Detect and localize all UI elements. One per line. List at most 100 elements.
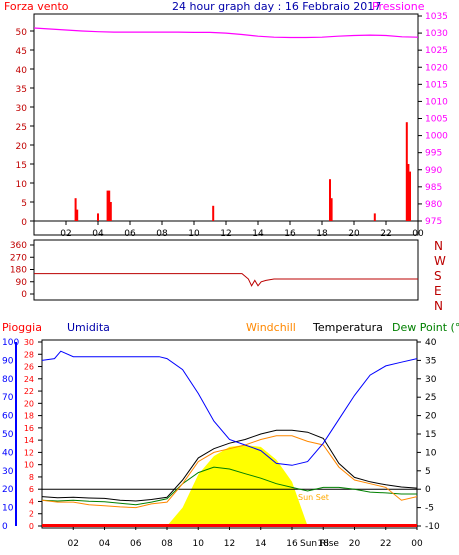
time-tick-label: 12	[224, 539, 235, 549]
time-tick-label: 20	[348, 229, 360, 239]
time-tick-label: 04	[99, 539, 111, 549]
wind-axis-label: Forza vento	[4, 0, 69, 13]
rain-tick-label: 10	[24, 461, 34, 470]
windchill-line	[41, 435, 418, 509]
wind-bar	[74, 198, 77, 221]
temperature-tick-label: 0	[425, 485, 431, 495]
rain-tick-label: 30	[24, 338, 34, 347]
time-tick-label: 08	[161, 539, 173, 549]
wind-bar	[329, 179, 331, 221]
pressure-tick-label: 975	[425, 217, 442, 227]
rain-tick-label: 4	[29, 497, 34, 506]
pressure-line	[33, 27, 419, 39]
temperature-tick-label: 5	[425, 467, 431, 477]
pressure-tick-label: 980	[425, 200, 442, 210]
wind-tick-label: 25	[16, 123, 27, 133]
time-tick-label: 22	[380, 229, 391, 239]
sun-set-label: Sun Set	[298, 493, 329, 502]
time-tick-label: 06	[124, 229, 136, 239]
direction-tick-label: 0	[21, 290, 27, 300]
compass-letter: N	[434, 239, 443, 253]
time-tick-label: 16	[286, 539, 298, 549]
rain-tick-label: 28	[24, 350, 34, 359]
top-panel: Forza vento 24 hour graph day : 16 Febbr…	[4, 0, 448, 239]
pressure-tick-label: 1035	[425, 12, 448, 22]
bottom-time-ticks: 02 04 06 08 10 12 14 16 18 20 22 00	[68, 526, 423, 549]
wind-bar	[409, 171, 411, 221]
compass-letter: N	[434, 299, 443, 313]
time-tick-label: 14	[255, 539, 267, 549]
compass-letter: W	[434, 254, 446, 268]
rain-tick-label: 16	[24, 424, 34, 433]
rain-tick-label: 22	[24, 387, 34, 396]
sun-area	[167, 445, 308, 526]
time-tick-label: 06	[130, 539, 142, 549]
wind-bar	[330, 198, 333, 221]
time-tick-label: 02	[68, 539, 79, 549]
time-tick-label: 10	[188, 229, 200, 239]
time-tick-label: 02	[60, 229, 71, 239]
direction-tick-label: 360	[10, 241, 27, 251]
humidity-axis-label: Umidita	[67, 321, 110, 334]
humidity-tick-label: 30	[2, 467, 14, 477]
time-tick-label: 18	[318, 539, 330, 549]
pressure-ticks: 975 980 985 990 995 1000 1005 1010 1015 1020 1025 1…	[418, 12, 448, 227]
humidity-tick-label: 20	[2, 485, 14, 495]
windchill-label: Windchill	[246, 321, 296, 334]
wind-bar	[405, 122, 408, 221]
sun-rise-label: Sun Rise	[300, 539, 339, 549]
time-tick-label: 14	[252, 229, 264, 239]
chart-title: 24 hour graph day : 16 Febbraio 2017	[172, 0, 381, 13]
pressure-tick-label: 990	[425, 166, 442, 176]
direction-tick-label: 90	[16, 278, 28, 288]
pressure-axis-label: Pressione	[372, 0, 425, 13]
wind-ticks: 0 5 10 15 20 25 30 35 40 45 50	[16, 28, 34, 228]
humidity-tick-label: 50	[2, 430, 14, 440]
temperature-tick-label: 35	[425, 356, 436, 366]
humidity-tick-label: 70	[2, 393, 14, 403]
humidity-line	[41, 350, 418, 466]
rain-tick-label: 24	[24, 375, 34, 384]
wind-tick-label: 35	[16, 85, 27, 95]
pressure-tick-label: 1010	[425, 97, 448, 107]
wind-tick-label: 5	[21, 199, 27, 209]
temperature-tick-label: 20	[425, 412, 437, 422]
wind-bar	[407, 164, 410, 221]
dewpoint-line	[41, 466, 417, 506]
wind-tick-label: 15	[16, 161, 27, 171]
rain-tick-label: 14	[24, 436, 34, 445]
compass-letter: S	[434, 269, 442, 283]
wind-tick-label: 0	[21, 218, 27, 228]
direction-ticks: 0 90 180 270 360	[10, 241, 34, 300]
time-tick-label: 08	[156, 229, 168, 239]
pressure-tick-label: 1000	[425, 132, 448, 142]
temperature-tick-label: 40	[425, 338, 437, 348]
rain-tick-label: 0	[29, 522, 34, 531]
bottom-panel: Pioggia Umidita Windchill Temperatura De…	[2, 321, 459, 549]
rain-tick-label: 8	[29, 473, 34, 482]
pressure-tick-label: 1025	[425, 46, 448, 56]
temperature-ticks: -10 -5 0 5 10 15 20 25 30 35 40	[417, 338, 440, 532]
time-tick-label: 04	[92, 229, 104, 239]
rain-tick-label: 6	[29, 485, 34, 494]
wind-tick-label: 40	[16, 66, 28, 76]
pressure-tick-label: 1030	[425, 29, 448, 39]
wind-bar	[106, 190, 109, 221]
temperature-label: Temperatura	[312, 321, 383, 334]
rain-tick-label: 20	[24, 399, 34, 408]
temperature-tick-label: 15	[425, 430, 436, 440]
wind-tick-label: 30	[16, 104, 28, 114]
time-tick-label: 16	[284, 229, 296, 239]
humidity-tick-label: 60	[2, 412, 14, 422]
wind-tick-label: 50	[16, 28, 28, 38]
wind-tick-label: 45	[16, 47, 27, 57]
temperature-tick-label: 25	[425, 393, 436, 403]
time-tick-label: 22	[380, 539, 391, 549]
wind-tick-label: 20	[16, 142, 28, 152]
direction-tick-label: 270	[10, 253, 27, 263]
time-tick-label: 20	[349, 539, 361, 549]
rain-tick-label: 26	[24, 363, 34, 372]
humidity-tick-label: 40	[2, 448, 14, 458]
